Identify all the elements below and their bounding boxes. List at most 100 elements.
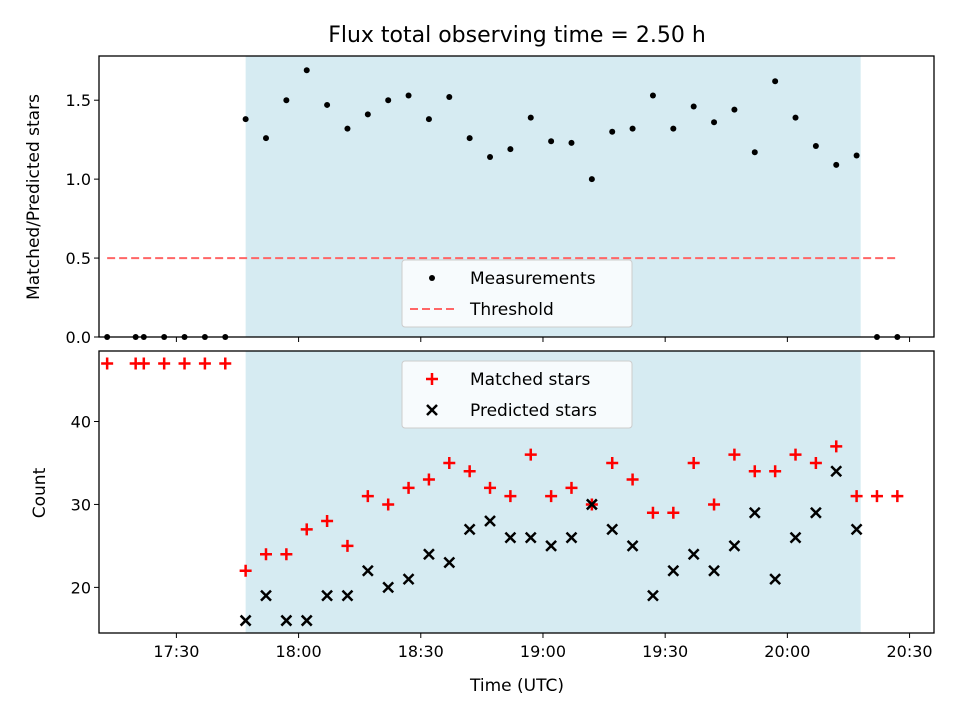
matched-star-point (565, 481, 578, 494)
matched-star-point (809, 456, 822, 469)
measurement-point (833, 161, 840, 168)
measurement-point (425, 116, 432, 123)
top-y-axis-label: Matched/Predicted stars (24, 94, 44, 300)
legend-box (401, 259, 633, 328)
matched-star-point (137, 357, 150, 370)
legend-label: Matched stars (470, 370, 590, 390)
matched-star-point (341, 539, 354, 552)
matched-star-point (178, 357, 191, 370)
predicted-star-point (850, 523, 863, 536)
predicted-star-point (443, 556, 456, 569)
measurement-point (364, 111, 371, 118)
measurement-point (242, 116, 249, 123)
matched-star-point (830, 440, 843, 453)
legend-dot-icon (429, 275, 435, 281)
predicted-star-point (260, 589, 272, 602)
matched-star-point (646, 506, 659, 519)
measurement-point (588, 176, 595, 183)
measurement-point (690, 103, 697, 110)
predicted-star-point (789, 531, 802, 544)
matched-star-point (158, 357, 171, 370)
predicted-star-point (524, 531, 537, 544)
matched-star-point (402, 481, 415, 494)
legend: Matched stars Predicted stars (401, 360, 633, 429)
matched-star-point (280, 548, 293, 561)
x-tick-label: 19:30 (642, 642, 688, 661)
matched-star-point (708, 498, 721, 511)
x-tick-label: 20:00 (764, 642, 810, 661)
matched-star-point (769, 465, 782, 478)
matched-star-point (891, 490, 904, 503)
matched-star-point (219, 357, 232, 370)
y-tick-label: 20 (71, 578, 91, 597)
matched-star-point (504, 490, 517, 503)
measurement-point (792, 114, 799, 121)
measurement-point (751, 149, 758, 156)
legend-label: Predicted stars (470, 401, 597, 421)
predicted-star-point (341, 589, 354, 602)
measurement-point (527, 114, 534, 121)
predicted-star-point (728, 540, 741, 552)
measurement-point (649, 92, 656, 99)
measurement-point (629, 125, 636, 132)
matched-star-point (870, 490, 883, 503)
matched-star-point (422, 473, 435, 486)
legend: Measurements Threshold (401, 259, 633, 328)
matched-star-point (260, 548, 272, 561)
measurement-point (731, 106, 738, 113)
matched-star-point (606, 456, 619, 469)
matched-star-point (748, 465, 761, 478)
measurement-point (283, 97, 290, 104)
predicted-star-point (382, 581, 395, 594)
matched-star-point (728, 448, 741, 461)
legend-cross-icon (426, 404, 438, 416)
predicted-star-point (809, 506, 822, 519)
matched-star-point (850, 490, 863, 503)
x-tick-label: 19:00 (520, 642, 566, 661)
measurement-point (711, 119, 718, 126)
predicted-star-point (748, 506, 761, 519)
matched-star-point (382, 498, 395, 511)
matched-star-point (321, 515, 334, 528)
y-tick-label: 0.0 (66, 328, 91, 347)
matched-star-point (361, 490, 374, 503)
chart-title: Flux total observing time = 2.50 h (328, 23, 706, 48)
matched-star-point (101, 357, 114, 370)
measurement-point (568, 139, 575, 146)
matched-star-point (667, 506, 680, 519)
predicted-star-point (606, 523, 619, 536)
legend-box (401, 360, 633, 429)
predicted-star-point (667, 564, 680, 577)
y-tick-label: 1.0 (66, 170, 91, 189)
y-tick-label: 30 (71, 495, 91, 514)
predicted-star-point (402, 573, 415, 585)
matched-star-point (300, 523, 313, 536)
predicted-star-point (830, 465, 843, 478)
axes-frame (98, 350, 935, 634)
predicted-star-point (239, 614, 252, 627)
predicted-star-point (300, 614, 313, 627)
y-tick-label: 40 (71, 413, 91, 432)
matched-star-point (484, 481, 497, 494)
measurement-point (487, 154, 494, 161)
measurement-point (507, 146, 514, 153)
measurement-point (263, 135, 269, 142)
x-tick-label: 20:30 (887, 642, 933, 661)
matched-star-point (463, 465, 476, 478)
measurement-point (609, 128, 616, 135)
matched-star-point (545, 490, 558, 503)
measurement-point (446, 94, 453, 101)
top-panel: 0.0 0.5 1.0 1.5 Measurements Threshold (66, 55, 935, 347)
series-predicted-stars (239, 465, 863, 627)
predicted-star-point (708, 564, 720, 577)
x-tick-label: 18:30 (398, 642, 444, 661)
series-matched-stars (101, 357, 904, 577)
measurement-point (303, 67, 310, 74)
predicted-star-point (585, 498, 598, 511)
legend-label: Threshold (469, 300, 554, 320)
predicted-star-point (647, 589, 659, 602)
matched-star-point (789, 448, 802, 461)
matched-star-point (687, 456, 700, 469)
measurement-point (853, 152, 860, 159)
